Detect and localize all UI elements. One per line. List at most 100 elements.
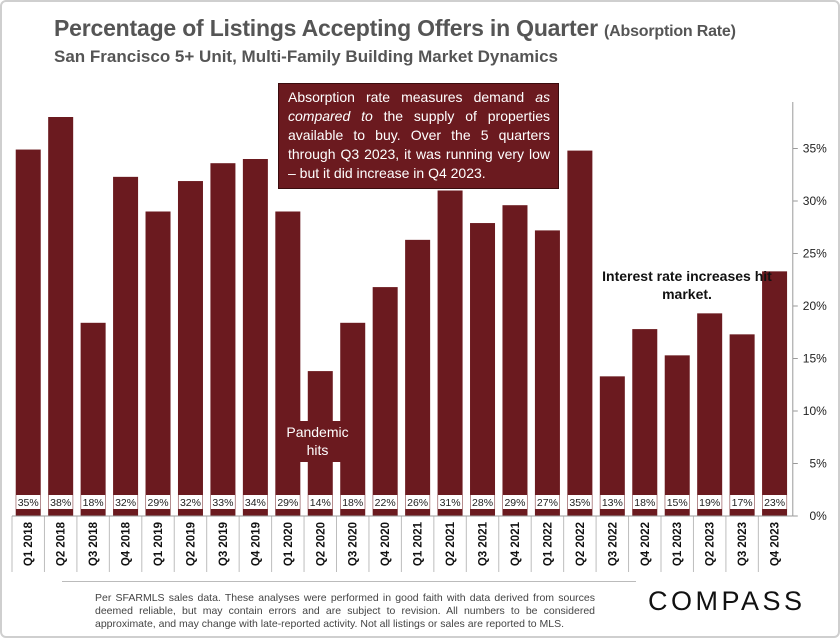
value-label-8: 29% [277,497,298,509]
value-label-21: 19% [699,497,720,509]
bar-20 [664,355,690,516]
value-label-bg-8 [275,495,300,509]
x-tick-label-21: Q2 2023 [705,522,717,566]
chart-title-text: Percentage of Listings Accepting Offers … [54,15,598,41]
value-label-15: 29% [504,497,525,509]
value-label-bg-1 [48,495,73,509]
x-tick-label-2: Q3 2018 [88,521,100,566]
bar-10 [340,322,366,516]
compass-logo: COMPASS [648,586,806,616]
value-label-bg-16 [535,495,560,509]
callout-text-start: Absorption rate measures demand [288,89,536,105]
interest-rate-annotation: Interest rate increases hit market. [602,268,772,302]
bar-1 [48,117,74,516]
bar-8 [275,211,301,516]
y-tick-label-6: 30% [803,194,827,208]
value-label-20: 15% [667,497,688,509]
x-tick-label-10: Q3 2020 [348,522,360,566]
value-labels-layer: 35% 38% 18% 32% 29% 32% 33% 34% 29% 14% 18% 22% 26% 3… [16,495,787,509]
value-label-23: 23% [764,497,785,509]
x-tick-label-16: Q1 2022 [542,522,554,566]
x-tick-label-9: Q2 2020 [315,522,327,566]
x-tick-label-4: Q1 2019 [153,522,165,566]
y-tick-label-0: 0% [809,509,827,523]
value-label-0: 35% [18,497,39,509]
absorption-callout-box: Absorption rate measures demand as compa… [278,83,559,189]
bar-14 [470,223,496,517]
value-label-bg-10 [340,495,365,509]
bar-0 [15,149,41,517]
value-label-22: 17% [732,497,753,509]
value-label-bg-5 [178,495,203,509]
y-tick-label-4: 20% [803,299,827,313]
value-label-bg-19 [632,495,657,509]
x-tick-label-18: Q3 2022 [607,522,619,566]
value-label-19: 18% [634,497,655,509]
value-label-13: 31% [440,497,461,509]
callout-text-end: the supply of properties available to bu… [288,108,551,181]
value-label-bg-4 [146,495,171,509]
value-label-bg-0 [16,495,41,509]
y-axis-layer: 0% 5% 10% 15% 20% 25% 30% 35% [792,102,827,523]
value-label-bg-11 [373,495,398,509]
value-label-14: 28% [472,497,493,509]
bar-16 [534,230,560,516]
value-label-bg-13 [438,495,463,509]
chart-subtitle: San Francisco 5+ Unit, Multi-Family Buil… [54,47,558,66]
value-label-bg-23 [762,495,787,509]
footnote: Per SFARMLS sales data. These analyses w… [95,592,595,630]
x-tick-label-19: Q4 2022 [640,522,652,566]
value-label-bg-20 [665,495,690,509]
bar-4 [145,211,171,516]
bar-7 [242,159,268,516]
chart-title: Percentage of Listings Accepting Offers … [54,15,736,42]
x-tick-label-5: Q2 2019 [185,522,197,566]
value-label-17: 35% [569,497,590,509]
value-label-11: 22% [375,497,396,509]
value-label-bg-7 [243,495,268,509]
bar-5 [177,181,203,517]
x-tick-label-11: Q4 2020 [380,522,392,566]
pandemic-annotation: Pandemic hits [279,421,356,462]
value-label-4: 29% [148,497,169,509]
value-label-18: 13% [602,497,623,509]
value-label-7: 34% [245,497,266,509]
bar-11 [372,287,398,516]
bar-17 [567,150,593,516]
bar-12 [405,239,431,516]
value-label-12: 26% [407,497,428,509]
callout-text-emphasis: as compared to [288,89,550,124]
x-tick-label-20: Q1 2023 [672,522,684,566]
value-label-bg-6 [210,495,235,509]
value-label-bg-15 [502,495,527,509]
value-label-6: 33% [212,497,233,509]
y-tick-label-3: 15% [803,352,827,366]
bar-22 [729,334,755,516]
chart-title-note: (Absorption Rate) [604,23,736,40]
bar-19 [632,329,658,516]
bars-layer [15,117,788,517]
bar-21 [697,313,723,516]
bar-2 [80,322,106,516]
x-tick-label-8: Q1 2020 [283,522,295,566]
x-tick-label-12: Q1 2021 [413,521,425,566]
x-tick-label-6: Q3 2019 [218,522,230,566]
value-label-2: 18% [83,497,104,509]
value-label-bg-14 [470,495,495,509]
x-tick-label-14: Q3 2021 [478,521,490,566]
x-axis-layer: Q1 2018 Q2 2018 Q3 2018 Q4 2018 Q1 2019 Q2 20… [11,515,793,572]
value-label-bg-21 [697,495,722,509]
footer-divider [62,581,636,582]
value-label-16: 27% [537,497,558,509]
x-tick-label-13: Q2 2021 [445,521,457,566]
value-label-bg-3 [113,495,138,509]
bar-23 [762,271,788,516]
bar-13 [437,190,463,516]
bar-15 [502,205,528,516]
y-tick-label-7: 35% [803,142,827,156]
value-label-10: 18% [342,497,363,509]
bar-6 [210,163,236,516]
x-tick-label-15: Q4 2021 [510,521,522,566]
